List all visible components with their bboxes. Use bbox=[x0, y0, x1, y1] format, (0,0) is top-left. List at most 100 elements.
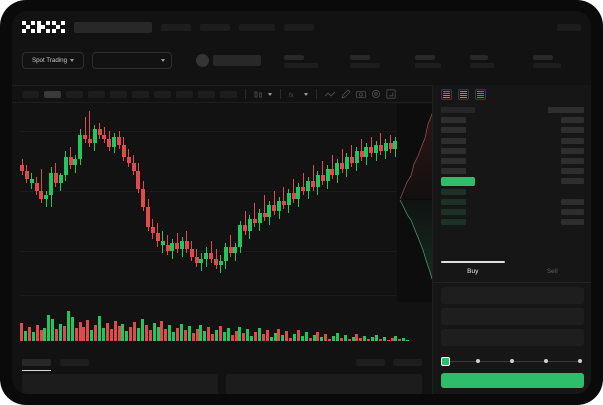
indicators-icon[interactable]: fx bbox=[289, 90, 299, 99]
orderbook-cell-price bbox=[441, 168, 466, 175]
trading-mode-selector[interactable]: Spot Trading bbox=[22, 52, 84, 69]
nav-item-2[interactable] bbox=[200, 23, 230, 31]
orderbook-row[interactable] bbox=[441, 136, 584, 146]
settings-gear-icon[interactable] bbox=[371, 89, 381, 99]
timeframe-chip-4[interactable] bbox=[88, 90, 105, 98]
volume-bar bbox=[257, 328, 261, 341]
depth-chart-svg bbox=[399, 113, 432, 280]
bottom-action-2[interactable] bbox=[393, 358, 422, 366]
stat-change bbox=[284, 55, 318, 68]
tab-sell-label: Sell bbox=[546, 268, 558, 275]
volume-bar bbox=[66, 311, 70, 341]
order-price-field[interactable] bbox=[441, 287, 584, 304]
nav-item-4[interactable] bbox=[284, 23, 314, 31]
volume-bar bbox=[105, 323, 109, 341]
bottom-tabs bbox=[12, 352, 432, 372]
trading-pair-selector[interactable] bbox=[92, 52, 172, 69]
volume-bar bbox=[101, 328, 105, 341]
orderbook-row[interactable] bbox=[441, 197, 584, 207]
orderbook[interactable] bbox=[433, 105, 591, 257]
volume-bar bbox=[113, 321, 117, 341]
orderbook-row[interactable] bbox=[441, 166, 584, 176]
chevron-down-icon[interactable] bbox=[268, 92, 272, 96]
candle-type-icon[interactable] bbox=[254, 90, 263, 99]
percent-stop-75[interactable] bbox=[544, 358, 548, 363]
drawing-pencil-icon[interactable] bbox=[341, 89, 351, 99]
volume-bar bbox=[211, 334, 215, 341]
tab-open-orders[interactable] bbox=[22, 358, 51, 371]
volume-bar bbox=[222, 332, 226, 341]
volume-bar bbox=[191, 333, 195, 341]
line-chart-icon[interactable] bbox=[325, 90, 336, 99]
order-side-tabs: Buy Sell bbox=[433, 261, 591, 283]
chevron-down-icon bbox=[70, 59, 75, 62]
percent-stop-50[interactable] bbox=[510, 358, 514, 363]
volume-bar bbox=[277, 329, 281, 341]
chart-toolbar: fx bbox=[12, 85, 591, 103]
percent-slider[interactable] bbox=[441, 357, 584, 367]
chart-gridline-3 bbox=[20, 295, 428, 296]
orderbook-row[interactable] bbox=[441, 176, 584, 186]
timeframe-chip-8[interactable] bbox=[176, 90, 193, 98]
orderbook-row[interactable] bbox=[441, 207, 584, 217]
volume-bar bbox=[296, 330, 300, 341]
toolbar-divider bbox=[280, 89, 281, 99]
orderbook-row[interactable] bbox=[441, 217, 584, 227]
percent-stop-100[interactable] bbox=[578, 358, 582, 363]
orderbook-row[interactable] bbox=[441, 187, 584, 197]
percent-stop-25[interactable] bbox=[476, 358, 480, 363]
nav-item-5[interactable] bbox=[557, 23, 581, 31]
volume-bar bbox=[152, 323, 156, 341]
orderbook-view-both[interactable] bbox=[441, 89, 452, 100]
price-chart[interactable] bbox=[12, 103, 432, 303]
orderbook-view-bids[interactable] bbox=[458, 89, 469, 100]
market-depth-chart bbox=[397, 104, 432, 302]
timeframe-chip-3[interactable] bbox=[66, 90, 83, 98]
volume-bar bbox=[347, 339, 351, 341]
timeframe-chip-9[interactable] bbox=[198, 90, 215, 98]
search-input[interactable] bbox=[74, 21, 152, 33]
orderbook-view-asks[interactable] bbox=[475, 89, 486, 100]
fullscreen-icon[interactable] bbox=[386, 89, 396, 99]
nav-item-3[interactable] bbox=[239, 23, 275, 31]
pair-name-placeholder bbox=[213, 55, 261, 66]
volume-bar bbox=[47, 315, 51, 341]
okx-logo-icon[interactable] bbox=[22, 20, 65, 34]
okx-logo-glyph-k bbox=[37, 20, 50, 34]
volume-bar bbox=[382, 337, 386, 341]
orderbook-row[interactable] bbox=[441, 125, 584, 135]
timeframe-chip-5[interactable] bbox=[110, 90, 127, 98]
nav-item-1[interactable] bbox=[161, 23, 191, 31]
tab-buy[interactable]: Buy bbox=[433, 261, 513, 282]
volume-bar bbox=[246, 329, 250, 341]
timeframe-chip-10[interactable] bbox=[220, 90, 237, 98]
timeframe-chip-6[interactable] bbox=[132, 90, 149, 98]
order-amount-field[interactable] bbox=[441, 308, 584, 325]
timeframe-chip-7[interactable] bbox=[154, 90, 171, 98]
volume-bar bbox=[242, 333, 246, 341]
orderbook-row[interactable] bbox=[441, 105, 584, 115]
tab-sell[interactable]: Sell bbox=[513, 261, 592, 282]
orderbook-row[interactable] bbox=[441, 156, 584, 166]
orderbook-cell-amount bbox=[561, 127, 584, 134]
volume-bar bbox=[133, 322, 137, 341]
orderbook-cell-amount bbox=[548, 107, 584, 113]
volume-bar bbox=[230, 335, 234, 341]
order-total-field[interactable] bbox=[441, 329, 584, 346]
bottom-action-1[interactable] bbox=[356, 358, 385, 366]
timeframe-chip-1[interactable] bbox=[22, 90, 39, 98]
volume-bar bbox=[238, 327, 242, 341]
volume-bar bbox=[207, 327, 211, 341]
tab-buy-label: Buy bbox=[467, 268, 479, 275]
orderbook-row[interactable] bbox=[441, 146, 584, 156]
buy-submit-button[interactable] bbox=[441, 373, 584, 388]
tab-order-history[interactable] bbox=[60, 358, 89, 366]
percent-slider-handle[interactable] bbox=[441, 357, 450, 366]
camera-snapshot-icon[interactable] bbox=[356, 89, 366, 99]
stat-volume bbox=[470, 55, 494, 68]
chevron-down-icon[interactable] bbox=[304, 92, 308, 96]
volume-bar bbox=[328, 339, 332, 341]
trading-mode-label: Spot Trading bbox=[31, 57, 68, 64]
orderbook-row[interactable] bbox=[441, 115, 584, 125]
timeframe-chip-2[interactable] bbox=[44, 90, 61, 98]
